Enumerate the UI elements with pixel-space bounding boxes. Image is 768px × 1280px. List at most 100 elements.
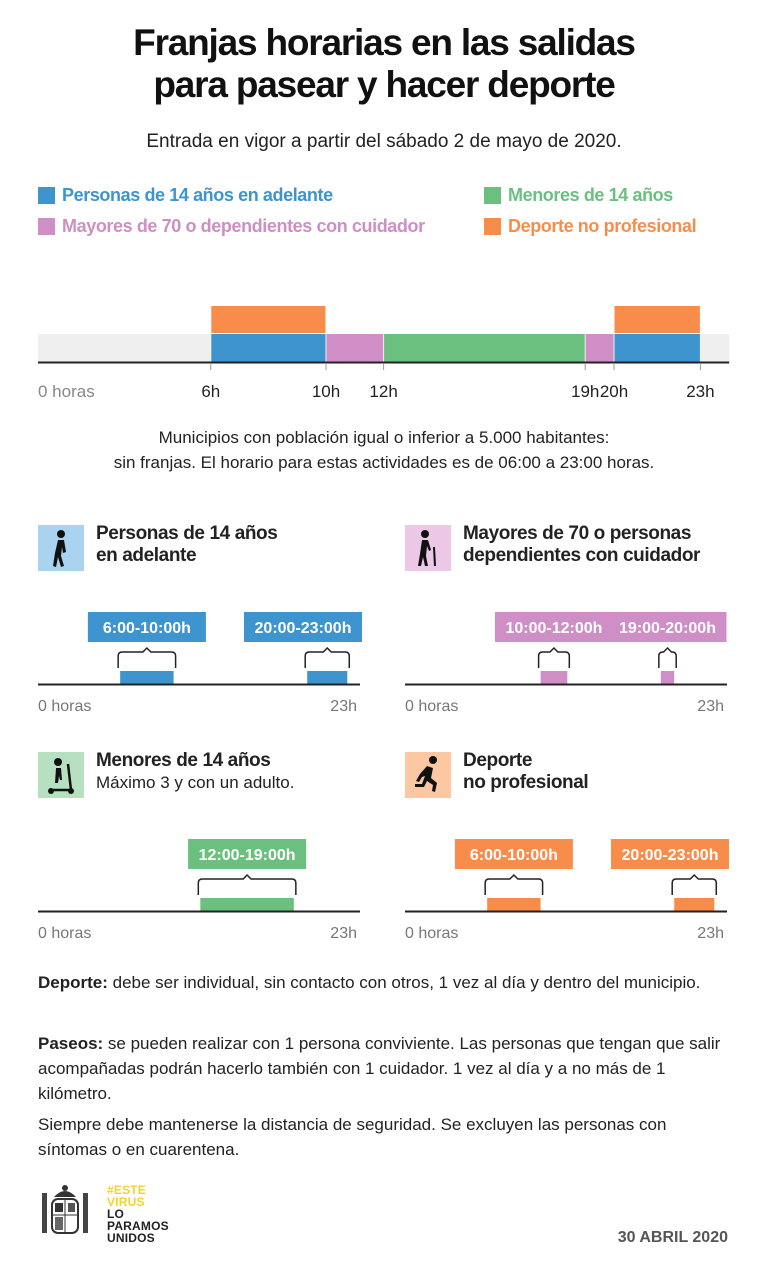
legend-swatch [484,187,501,204]
timeline-segment-mayores [326,334,384,362]
note-line: sin franjas. El horario para estas activ… [113,453,655,472]
axis-start-label: 0 horas [405,925,458,942]
rule-distancia: Siempre debe mantenerse la distancia de … [38,1112,678,1162]
page-title: Franjas horarias en las salidas para pas… [0,22,768,106]
spain-coat-of-arms-logo [42,1185,88,1234]
range-bar [307,671,348,684]
range-bracket [304,646,351,668]
axis-tick-label: 20h [600,382,628,401]
timeline-segment-adultos [614,334,700,362]
range-label: 12:00-19:00h [199,847,296,864]
timeline-segment-deporte [614,306,700,333]
legend-label: Menores de 14 años [508,185,673,205]
axis-start-label: 0 horas [38,698,91,715]
range-label: 6:00-10:00h [103,620,191,637]
range-label: 6:00-10:00h [470,847,558,864]
timeline-segment-deporte [211,306,326,333]
panel-title-line: Deporte [463,750,532,771]
axis-end-label: 23h [697,698,724,715]
range-label-box [454,839,573,869]
axis-tick-label: 23h [686,382,714,401]
panel-mayores: Mayores de 70 o personas dependientes con… [367,0,747,715]
legend-label: Mayores de 70 o dependientes con cuidado… [62,216,425,236]
rule-label: Paseos: [38,1034,104,1053]
panel-title: Personas de 14 años en adelante [96,523,278,567]
panel-title-line: en adelante [96,545,197,566]
range-label-box [611,839,729,869]
note-line: Municipios con población igual o inferio… [158,428,610,447]
slogan-line: PARAMOS [107,1219,169,1233]
range-bar [674,898,715,911]
child-scooter-icon [38,752,84,798]
range-bar [200,898,294,911]
range-bracket [197,873,297,895]
axis-end-label: 23h [330,925,357,942]
legend-item-adultos: Personas de 14 años en adelante [38,185,333,206]
axis-tick-label: 10h [312,382,340,401]
range-bar [120,671,174,684]
walking-person-icon [38,525,84,571]
title-line-2: para pasear y hacer deporte [153,64,615,105]
axis-end-label: 23h [697,925,724,942]
range-label-box [608,612,727,642]
panel-title-line: Mayores de 70 o personas [463,523,692,544]
panel-timeline: 6:00-10:00h 20:00-23:00h 0 horas 23h [405,839,729,942]
subtitle: Entrada en vigor a partir del sábado 2 d… [146,131,622,152]
running-person-icon [405,752,451,798]
rule-text: se pueden realizar con 1 persona convivi… [38,1034,721,1103]
range-bar [660,671,675,684]
range-label: 20:00-23:00h [622,847,719,864]
timeline-segment-adultos [211,334,326,362]
panel-adultos: Personas de 14 años en adelante 6:00-10:0… [0,0,380,715]
axis-tick-label: 12h [369,382,397,401]
legend-label: Deporte no profesional [508,216,697,236]
title-line-1: Franjas horarias en las salidas [133,22,636,63]
rule-text: Siempre debe mantenerse la distancia de … [38,1115,667,1159]
slogan-line: #ESTE [107,1183,147,1197]
panel-title: Menores de 14 años Máximo 3 y con un adu… [96,750,294,794]
range-bar [540,671,568,684]
timeline-background [38,334,730,362]
legend-swatch [38,218,55,235]
axis-tick-label: 6h [201,382,220,401]
range-label: 19:00-20:00h [619,620,716,637]
rule-label: Deporte: [38,973,108,992]
legend-item-deporte: Deporte no profesional [484,216,697,237]
panel-title-line: no profesional [463,772,589,793]
timeline-segment-menores [384,334,585,362]
range-label: 20:00-23:00h [255,620,352,637]
range-bracket [484,873,544,895]
range-label: 10:00-12:00h [505,620,602,637]
panel-timeline: 6:00-10:00h 20:00-23:00h 0 horas 23h [38,612,362,715]
axis-start-label: 0 horas [405,698,458,715]
panel-title-line: Personas de 14 años [96,523,278,544]
slogan-logo: #ESTE VIRUS LO PARAMOS UNIDOS [107,1184,169,1244]
range-bracket [671,873,718,895]
axis-start-label: 0 horas [38,925,91,942]
panel-subtitle: Máximo 3 y con un adulto. [96,773,295,792]
range-label-box [494,612,613,642]
panel-deporte: Deporte no profesional 6:00-10:00h 20:00-2… [367,227,747,942]
range-label-box [188,839,307,869]
legend-item-mayores: Mayores de 70 o dependientes con cuidado… [38,216,425,237]
date: 30 ABRIL 2020 [617,1229,728,1246]
range-bracket [658,646,677,668]
panel-timeline: 12:00-19:00h 0 horas 23h [38,839,360,942]
range-label-box [244,612,362,642]
legend-item-menores: Menores de 14 años [484,185,673,206]
range-label-box [87,612,206,642]
timeline-segment-mayores [585,334,614,362]
range-bracket [117,646,177,668]
slogan-line: VIRUS [107,1195,145,1209]
panel-title-line: dependientes con cuidador [463,545,701,566]
elderly-person-cane-icon [405,525,451,571]
legend-swatch [38,187,55,204]
slogan-line: LO [107,1207,125,1221]
axis-end-label: 23h [330,698,357,715]
legend-label: Personas de 14 años en adelante [62,185,333,205]
panel-timeline: 10:00-12:00h 19:00-20:00h 0 horas 23h [405,612,727,715]
slogan-line: UNIDOS [107,1231,155,1245]
rule-paseos: Paseos: se pueden realizar con 1 persona… [38,1031,738,1106]
small-municipalities-note: Municipios con población igual o inferio… [0,425,768,475]
rule-deporte: Deporte: debe ser individual, sin contac… [38,970,738,995]
